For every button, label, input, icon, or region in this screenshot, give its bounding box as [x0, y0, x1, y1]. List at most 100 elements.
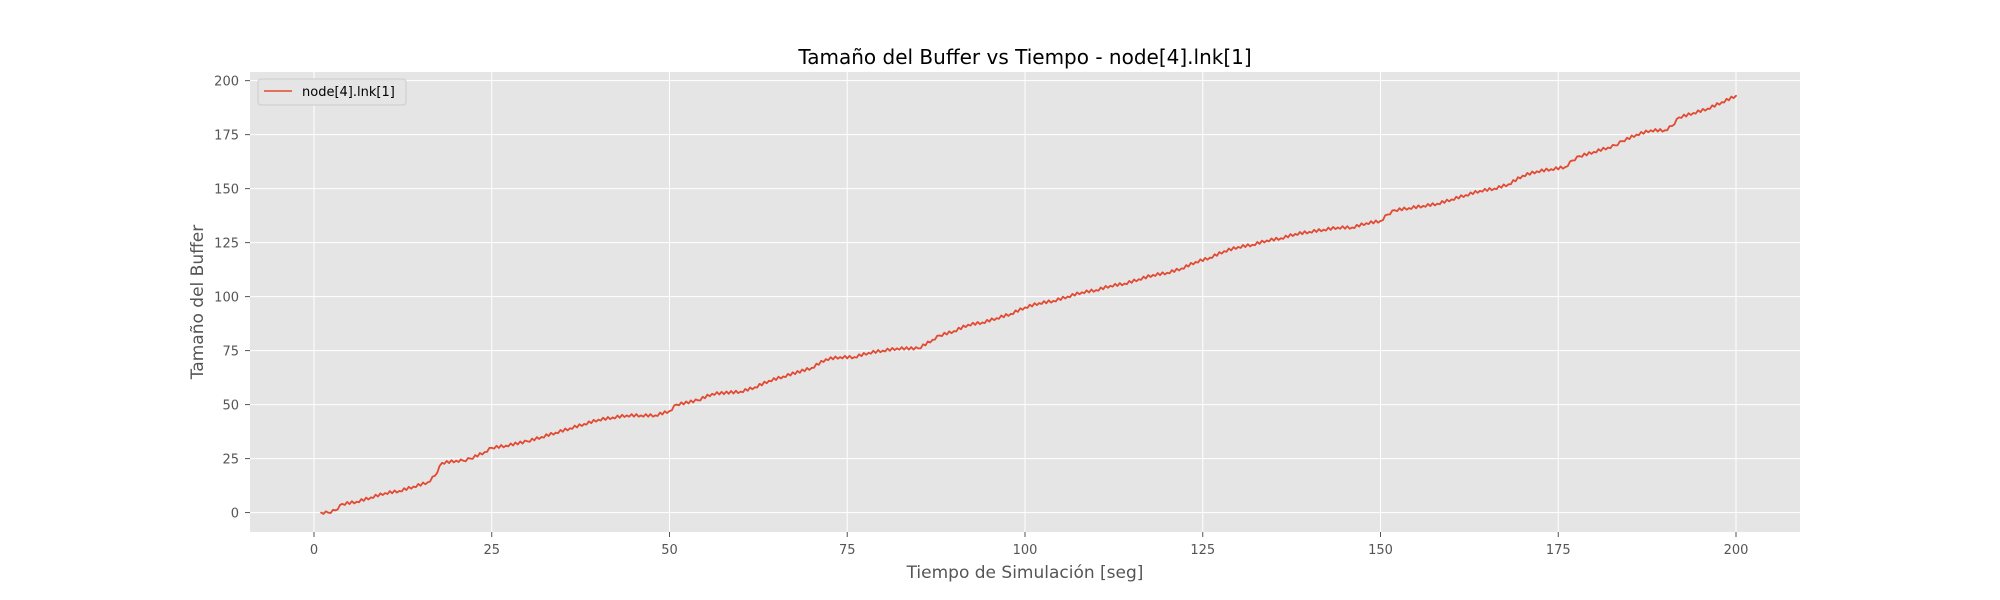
data-point	[1024, 306, 1026, 309]
data-point	[583, 423, 586, 425]
data-point	[441, 462, 443, 464]
data-point	[753, 386, 756, 389]
data-point	[839, 356, 841, 358]
data-point	[1422, 205, 1425, 207]
data-point	[1223, 250, 1225, 253]
data-point	[1464, 194, 1467, 197]
y-tick-label: 50	[222, 399, 239, 414]
y-tick-label: 0	[231, 507, 239, 522]
data-point	[483, 451, 486, 453]
data-point	[455, 459, 458, 462]
data-point	[1408, 207, 1410, 210]
grid-lines	[250, 72, 1800, 532]
data-point	[1109, 284, 1112, 287]
data-point	[426, 481, 429, 484]
data-point	[462, 459, 465, 462]
data-point	[1294, 233, 1297, 235]
data-point	[981, 321, 984, 324]
chart-title: Tamaño del Buffer vs Tiempo - node[4].ln…	[797, 45, 1251, 69]
data-point	[654, 414, 657, 417]
data-point	[320, 511, 322, 514]
data-point	[1066, 295, 1069, 298]
data-point	[1280, 237, 1282, 240]
x-tick-label: 200	[1724, 543, 1749, 558]
data-point	[398, 490, 401, 492]
data-point	[1536, 170, 1538, 173]
data-point	[355, 500, 358, 503]
data-point	[526, 440, 529, 443]
data-point	[1614, 144, 1616, 147]
data-point	[782, 375, 785, 378]
data-point	[995, 317, 998, 320]
data-point	[569, 427, 571, 430]
data-point	[896, 347, 898, 350]
data-point	[881, 349, 884, 352]
data-point	[931, 338, 934, 341]
data-point	[768, 379, 770, 382]
data-point	[625, 414, 628, 417]
data-point	[1166, 271, 1169, 274]
data-point	[1578, 155, 1581, 158]
legend-box	[257, 78, 407, 106]
data-point	[370, 496, 372, 499]
data-point	[867, 351, 870, 354]
x-tick-label: 100	[1013, 543, 1038, 558]
data-point	[490, 446, 493, 449]
data-point	[540, 436, 543, 438]
series-layer	[320, 94, 1737, 515]
data-point	[1507, 183, 1510, 186]
data-point	[1379, 220, 1382, 222]
data-point	[1123, 282, 1126, 285]
data-point	[1251, 243, 1254, 246]
data-point	[1095, 289, 1097, 291]
y-tick-label: 25	[222, 453, 239, 468]
data-point	[1607, 146, 1609, 149]
axis-ticks: 0 25 50 75 100 125 150 175 200 0 25 50 75 100 125 150 17…	[214, 75, 1748, 558]
legend-label-node-4-lnk-1: node[4].lnk[1]	[302, 85, 395, 100]
data-point	[1393, 209, 1396, 212]
data-point	[1308, 230, 1311, 233]
data-point	[327, 511, 330, 514]
data-point	[1152, 274, 1154, 276]
y-tick-label: 200	[214, 75, 239, 90]
data-point	[1237, 246, 1240, 248]
data-point	[1621, 140, 1624, 143]
data-point	[1450, 198, 1453, 201]
data-point	[1521, 174, 1524, 177]
data-point	[1009, 313, 1012, 315]
x-tick-label: 175	[1546, 543, 1571, 558]
y-tick-label: 150	[214, 183, 239, 198]
data-point	[1550, 168, 1552, 171]
data-point	[1209, 256, 1211, 259]
data-point	[1038, 302, 1041, 304]
data-point	[1336, 226, 1339, 229]
y-tick-label: 75	[222, 345, 239, 360]
data-point	[469, 457, 472, 460]
data-point	[917, 347, 920, 350]
legend: node[4].lnk[1]	[257, 78, 407, 106]
data-point	[853, 356, 856, 358]
data-point	[697, 399, 699, 402]
data-point	[938, 334, 941, 337]
data-point	[1052, 300, 1055, 302]
data-point	[825, 358, 827, 361]
data-point	[412, 485, 415, 488]
data-point	[1479, 189, 1481, 192]
x-tick-label: 75	[839, 543, 856, 558]
data-point	[967, 323, 969, 326]
data-point	[1592, 151, 1595, 153]
data-point	[640, 414, 642, 417]
data-point	[1365, 222, 1368, 225]
data-point	[1664, 129, 1666, 132]
data-point	[554, 431, 557, 434]
data-point	[711, 392, 714, 395]
y-tick-label: 175	[214, 129, 239, 144]
data-point	[1635, 133, 1638, 136]
data-point	[611, 416, 614, 419]
y-tick-label: 125	[214, 237, 239, 252]
data-point	[1671, 125, 1673, 127]
data-point	[1351, 226, 1353, 229]
data-point	[668, 410, 671, 412]
